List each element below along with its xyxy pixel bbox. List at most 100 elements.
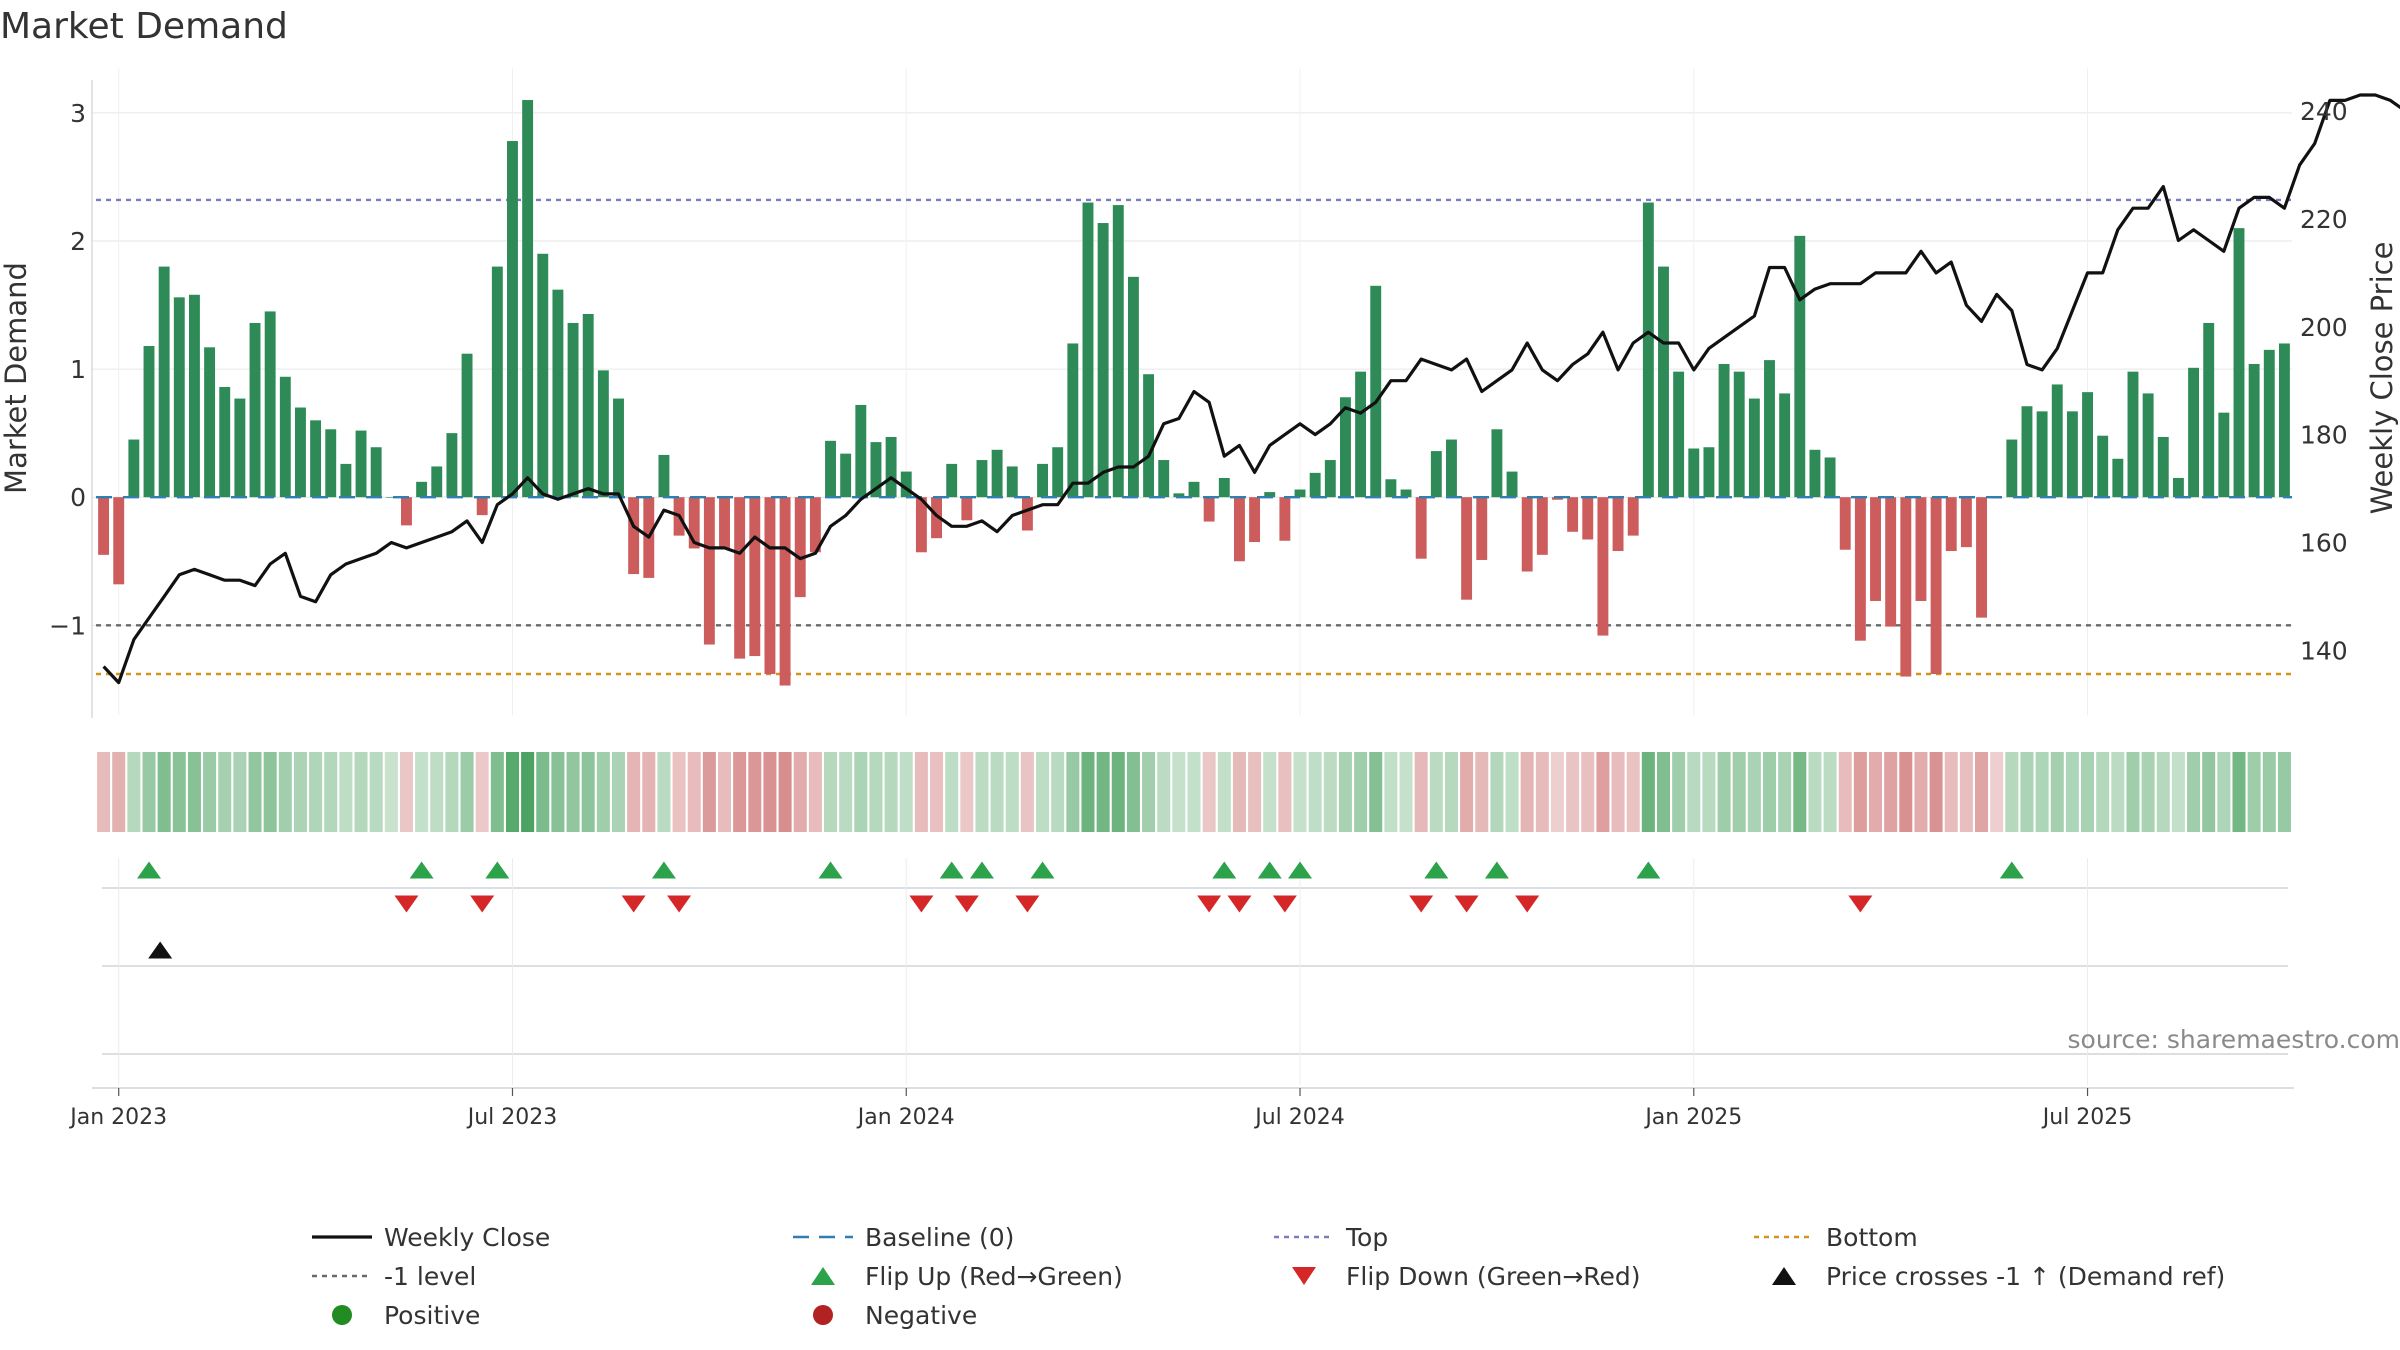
demand-bar (2127, 371, 2139, 498)
heat-strip-cell (778, 752, 792, 832)
heat-strip-cell (1672, 752, 1686, 832)
heat-strip-cell (1036, 752, 1050, 832)
y-axis-label: Market Demand (0, 262, 33, 494)
demand-bar (613, 398, 624, 498)
demand-bar (885, 436, 897, 498)
heat-strip-cell (748, 752, 762, 832)
heat-strip-cell (2050, 752, 2064, 832)
legend-label: Negative (865, 1301, 977, 1330)
heat-strip-cell (1702, 752, 1716, 832)
legend-marker-circle (813, 1305, 833, 1325)
demand-bar (900, 471, 912, 498)
demand-bar (825, 440, 836, 498)
legend-marker-triangle-up (811, 1267, 835, 1285)
demand-bar (1521, 497, 1533, 572)
heat-strip-cell (1232, 752, 1246, 832)
legend-marker-triangle-up (1772, 1267, 1796, 1285)
heat-strip-cell (733, 752, 747, 832)
demand-bar (204, 347, 216, 498)
demand-bar (1112, 205, 1124, 498)
demand-bar (1688, 448, 1700, 498)
demand-bar (1355, 371, 1367, 498)
demand-bar (325, 429, 337, 498)
demand-bar (1824, 457, 1836, 498)
demand-bar (1476, 497, 1488, 560)
demand-bar (385, 497, 397, 498)
demand-bar (2233, 228, 2245, 498)
demand-bar (628, 497, 640, 575)
heat-strip-cell (1066, 752, 1080, 832)
demand-bar (1582, 497, 1594, 540)
heat-strip-cell (581, 752, 595, 832)
heat-strip-cell (1460, 752, 1474, 832)
heat-strip-cell (309, 752, 323, 832)
demand-bar (2082, 392, 2093, 498)
heat-strip-cell (884, 752, 898, 832)
heat-strip-cell (475, 752, 489, 832)
legend-marker-circle (332, 1305, 352, 1325)
demand-bar (1885, 497, 1897, 627)
demand-bar (1748, 398, 1760, 498)
demand-bar (234, 398, 246, 498)
heat-strip-cell (536, 752, 550, 832)
flip-down-marker (1272, 895, 1297, 913)
heat-strip-cell (1475, 752, 1489, 832)
heat-strip-cell (1687, 752, 1701, 832)
demand-bar (1218, 477, 1230, 498)
heat-strip-cell (1596, 752, 1610, 832)
demand-bar (143, 346, 155, 498)
demand-bar (1718, 363, 1730, 498)
chart-title: Market Demand (0, 6, 288, 47)
demand-bar (1567, 497, 1579, 532)
heat-strip-cell (1929, 752, 1943, 832)
demand-bar (355, 430, 367, 498)
heat-strip-cell (1384, 752, 1398, 832)
heat-strip-cell (1126, 752, 1140, 832)
demand-bar (658, 454, 670, 498)
demand-bar (1037, 463, 1049, 498)
flip-down-marker (954, 895, 979, 913)
heat-strip-cell (2232, 752, 2246, 832)
heat-strip-cell (490, 752, 504, 832)
heat-strip-cell (2005, 752, 2019, 832)
demand-bar (1915, 497, 1927, 601)
heat-strip-cell (717, 752, 732, 832)
flip-down-marker (1015, 895, 1040, 913)
y-tick-label: 1 (70, 355, 86, 384)
heat-strip-cell (415, 752, 429, 832)
demand-bar (976, 460, 988, 498)
flip-down-marker (667, 895, 692, 913)
heat-strip-cell (1490, 752, 1504, 832)
heat-strip-cell (596, 752, 610, 832)
flip-up-marker (137, 861, 162, 879)
demand-bars (96, 100, 2292, 686)
demand-bar (688, 497, 700, 549)
heat-strip-cell (1157, 752, 1171, 832)
legend-label: Flip Down (Green→Red) (1346, 1262, 1641, 1291)
weekly-close-price-line (102, 93, 2400, 685)
demand-bar (749, 497, 761, 657)
demand-bar (476, 497, 488, 516)
heat-strip-cell (324, 752, 338, 832)
demand-bar (1612, 497, 1624, 552)
heat-strip-cell (551, 752, 565, 832)
price-line-group (102, 93, 2400, 685)
demand-bar (1733, 371, 1745, 498)
heat-strip-cell (1641, 752, 1655, 832)
heat-strip-cell (869, 752, 883, 832)
heat-strip-cell (278, 752, 292, 832)
demand-bar (2172, 477, 2184, 498)
heat-strip-cell (127, 752, 141, 832)
demand-bar (2006, 439, 2018, 498)
demand-bar (915, 497, 927, 553)
flip-down-marker (621, 895, 646, 913)
flip-down-marker (1848, 895, 1873, 913)
legend-marker-triangle-down (1292, 1267, 1316, 1285)
flip-down-marker (909, 895, 934, 913)
heat-strip-cell (2081, 752, 2095, 832)
heat-strip-cell (2187, 752, 2201, 832)
heat-strip-cell (672, 752, 686, 832)
demand-bar (1930, 497, 1942, 675)
y-tick-label: 2 (70, 227, 86, 256)
legend-label: Bottom (1826, 1223, 1918, 1252)
